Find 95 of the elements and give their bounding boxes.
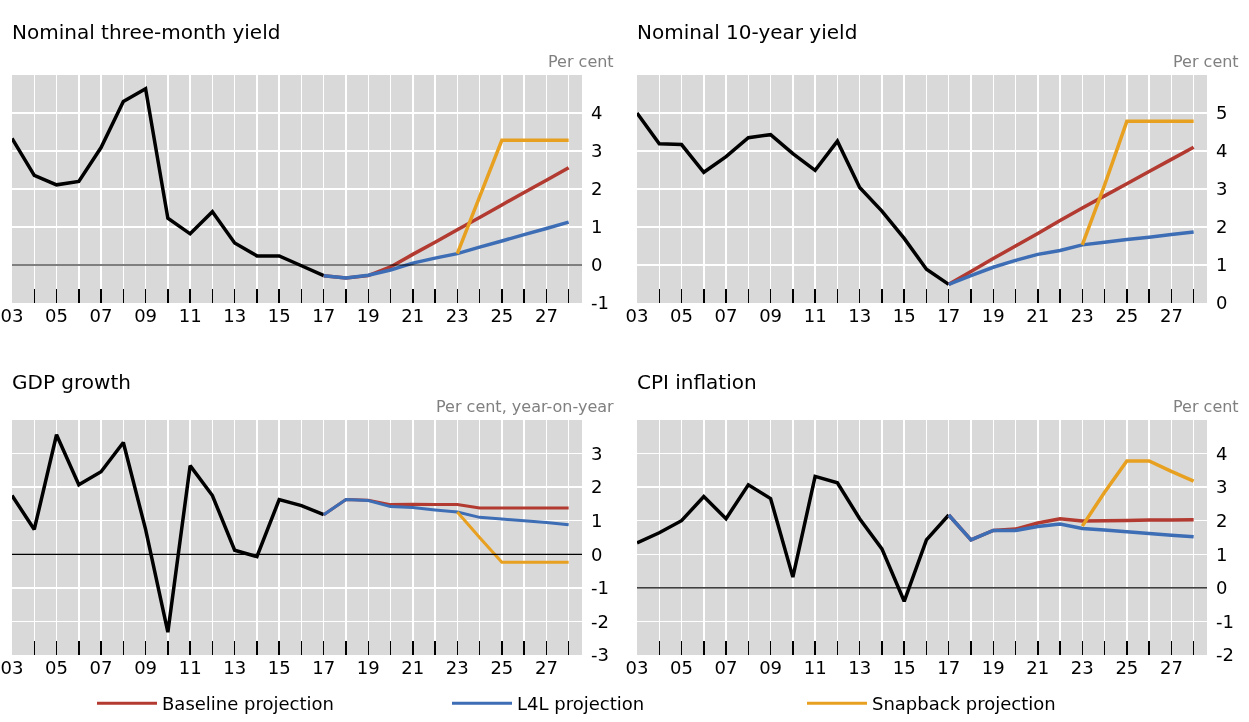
x-tick-label: 27 — [534, 657, 558, 678]
x-tick-label: 11 — [178, 305, 202, 326]
y-tick-label: 5 — [1216, 102, 1228, 124]
x-tick-label: 15 — [892, 305, 916, 326]
x-tick-label: 03 — [625, 305, 649, 326]
y-tick-label: 3 — [1216, 476, 1228, 498]
chart-title: CPI inflation — [637, 370, 757, 394]
x-tick-label: 17 — [937, 305, 961, 326]
x-tick-label: 03 — [0, 305, 24, 326]
x-tick-label: 15 — [267, 657, 291, 678]
x-tick-label: 27 — [534, 305, 558, 326]
chart-title: Nominal 10-year yield — [637, 20, 858, 44]
y-tick-label: 0 — [591, 254, 603, 276]
line-series — [1080, 459, 1196, 528]
x-tick-label: 03 — [625, 657, 649, 678]
x-tick-label: 17 — [312, 657, 336, 678]
line-series — [946, 513, 1196, 542]
y-tick-label: -2 — [1216, 644, 1234, 666]
y-tick-label: 1 — [1216, 543, 1228, 565]
y-axis-title: Per cent — [1173, 52, 1239, 71]
x-tick-label: 07 — [89, 657, 113, 678]
y-tick-label: 0 — [1216, 292, 1228, 314]
x-tick-label: 09 — [759, 305, 783, 326]
y-tick-label: 2 — [1216, 510, 1228, 532]
x-tick-label: 21 — [1026, 305, 1050, 326]
x-tick-label: 13 — [848, 657, 872, 678]
x-tick-label: 23 — [445, 657, 469, 678]
x-tick-label: 13 — [223, 657, 247, 678]
x-tick-label: 25 — [1115, 305, 1139, 326]
y-tick-label: 3 — [591, 140, 603, 162]
x-tick-label: 23 — [1070, 305, 1094, 326]
x-tick-label: 21 — [1026, 657, 1050, 678]
line-series — [322, 498, 571, 527]
x-tick-label: 09 — [759, 657, 783, 678]
x-tick-label: 15 — [267, 305, 291, 326]
y-tick-label: 1 — [591, 510, 603, 532]
x-tick-label: 09 — [134, 305, 158, 326]
y-tick-label: 3 — [591, 442, 603, 464]
y-tick-label: 4 — [1216, 442, 1228, 464]
x-tick-label: 19 — [981, 305, 1005, 326]
x-tick-label: 07 — [714, 657, 738, 678]
y-tick-label: -1 — [1216, 610, 1234, 632]
y-tick-label: 0 — [591, 543, 603, 565]
x-tick-label: 17 — [312, 305, 336, 326]
chart-title: GDP growth — [12, 370, 131, 394]
x-tick-label: 17 — [937, 657, 961, 678]
y-tick-label: -2 — [591, 610, 609, 632]
y-tick-label: 2 — [1216, 216, 1228, 238]
x-tick-label: 19 — [981, 657, 1005, 678]
legend-label: L4L projection — [517, 693, 645, 715]
legend-label: Baseline projection — [162, 693, 334, 715]
x-tick-label: 27 — [1159, 657, 1183, 678]
x-tick-label: 19 — [356, 657, 380, 678]
y-axis-title: Per cent — [548, 52, 614, 71]
x-tick-label: 23 — [445, 305, 469, 326]
x-tick-label: 05 — [45, 305, 68, 326]
x-tick-label: 07 — [89, 305, 113, 326]
y-tick-label: 3 — [1216, 178, 1228, 200]
line-series — [637, 111, 951, 287]
x-tick-label: 21 — [401, 657, 425, 678]
x-tick-label: 09 — [134, 657, 158, 678]
y-tick-label: 2 — [591, 178, 603, 200]
line-series — [321, 220, 571, 280]
y-axis-title: Per cent, year-on-year — [436, 397, 615, 416]
y-tick-label: 2 — [591, 476, 603, 498]
x-tick-label: 27 — [1159, 305, 1183, 326]
x-tick-label: 21 — [401, 305, 425, 326]
y-tick-label: 1 — [1216, 254, 1228, 276]
x-tick-label: 13 — [223, 305, 247, 326]
x-tick-label: 11 — [803, 305, 827, 326]
x-tick-label: 11 — [178, 657, 202, 678]
x-tick-label: 05 — [670, 305, 693, 326]
y-tick-label: 0 — [1216, 577, 1228, 599]
x-tick-label: 05 — [670, 657, 693, 678]
legend-label: Snapback projection — [872, 693, 1056, 715]
x-tick-label: 25 — [490, 305, 514, 326]
y-tick-label: -1 — [591, 577, 609, 599]
y-tick-label: 1 — [591, 216, 603, 238]
x-tick-label: 05 — [45, 657, 68, 678]
line-series — [946, 230, 1196, 287]
x-tick-label: 13 — [848, 305, 872, 326]
x-tick-label: 07 — [714, 305, 738, 326]
y-tick-label: -3 — [591, 644, 609, 666]
x-tick-label: 15 — [892, 657, 916, 678]
y-tick-label: -1 — [591, 292, 609, 314]
x-tick-label: 25 — [1115, 657, 1139, 678]
y-axis-title: Per cent — [1173, 397, 1239, 416]
x-tick-label: 03 — [0, 657, 24, 678]
x-tick-label: 25 — [490, 657, 514, 678]
x-tick-label: 23 — [1070, 657, 1094, 678]
x-tick-label: 19 — [356, 305, 380, 326]
x-tick-label: 11 — [803, 657, 827, 678]
y-tick-label: 4 — [591, 102, 603, 124]
chart-title: Nominal three-month yield — [12, 20, 281, 44]
y-tick-label: 4 — [1216, 140, 1228, 162]
